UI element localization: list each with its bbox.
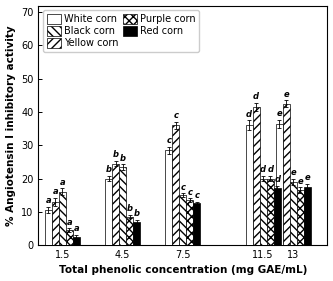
- Text: e: e: [297, 177, 303, 186]
- Legend: White corn, Black corn, Yellow corn, Purple corn, Red corn, : White corn, Black corn, Yellow corn, Pur…: [43, 10, 199, 52]
- Bar: [165, 150, 172, 245]
- Text: d: d: [260, 165, 266, 174]
- Text: c: c: [166, 136, 171, 145]
- Text: d: d: [274, 175, 280, 184]
- Text: c: c: [187, 188, 192, 197]
- Bar: [119, 167, 126, 245]
- Y-axis label: % Angiotensin I inhibitory activity: % Angiotensin I inhibitory activity: [6, 25, 16, 226]
- Bar: [179, 195, 186, 245]
- Text: a: a: [53, 187, 58, 196]
- Bar: [253, 107, 260, 245]
- Text: c: c: [194, 191, 199, 200]
- Bar: [45, 210, 52, 245]
- Bar: [66, 230, 73, 245]
- Bar: [172, 125, 179, 245]
- Bar: [274, 189, 281, 245]
- Bar: [186, 200, 193, 245]
- Bar: [260, 178, 267, 245]
- Text: e: e: [305, 173, 310, 182]
- Bar: [304, 187, 311, 245]
- Bar: [52, 202, 59, 245]
- Text: b: b: [113, 150, 119, 159]
- Bar: [276, 124, 283, 245]
- Bar: [267, 178, 274, 245]
- X-axis label: Total phenolic concentration (mg GAE/mL): Total phenolic concentration (mg GAE/mL): [59, 266, 307, 275]
- Bar: [126, 217, 133, 245]
- Text: b: b: [120, 153, 126, 162]
- Bar: [133, 222, 140, 245]
- Text: a: a: [67, 218, 72, 227]
- Text: a: a: [60, 178, 65, 187]
- Bar: [112, 164, 119, 245]
- Text: c: c: [180, 183, 185, 192]
- Text: b: b: [127, 205, 133, 214]
- Text: d: d: [253, 92, 259, 101]
- Bar: [73, 237, 80, 245]
- Text: e: e: [290, 168, 296, 177]
- Bar: [105, 178, 112, 245]
- Bar: [290, 182, 297, 245]
- Text: a: a: [46, 196, 51, 205]
- Text: a: a: [74, 225, 79, 234]
- Bar: [59, 192, 66, 245]
- Text: d: d: [246, 110, 252, 119]
- Bar: [246, 125, 253, 245]
- Bar: [193, 203, 200, 245]
- Text: c: c: [173, 111, 178, 120]
- Text: e: e: [276, 109, 282, 118]
- Bar: [297, 190, 304, 245]
- Text: d: d: [267, 165, 273, 174]
- Text: e: e: [283, 90, 289, 99]
- Bar: [283, 104, 290, 245]
- Text: b: b: [134, 209, 140, 218]
- Text: b: b: [106, 165, 112, 174]
